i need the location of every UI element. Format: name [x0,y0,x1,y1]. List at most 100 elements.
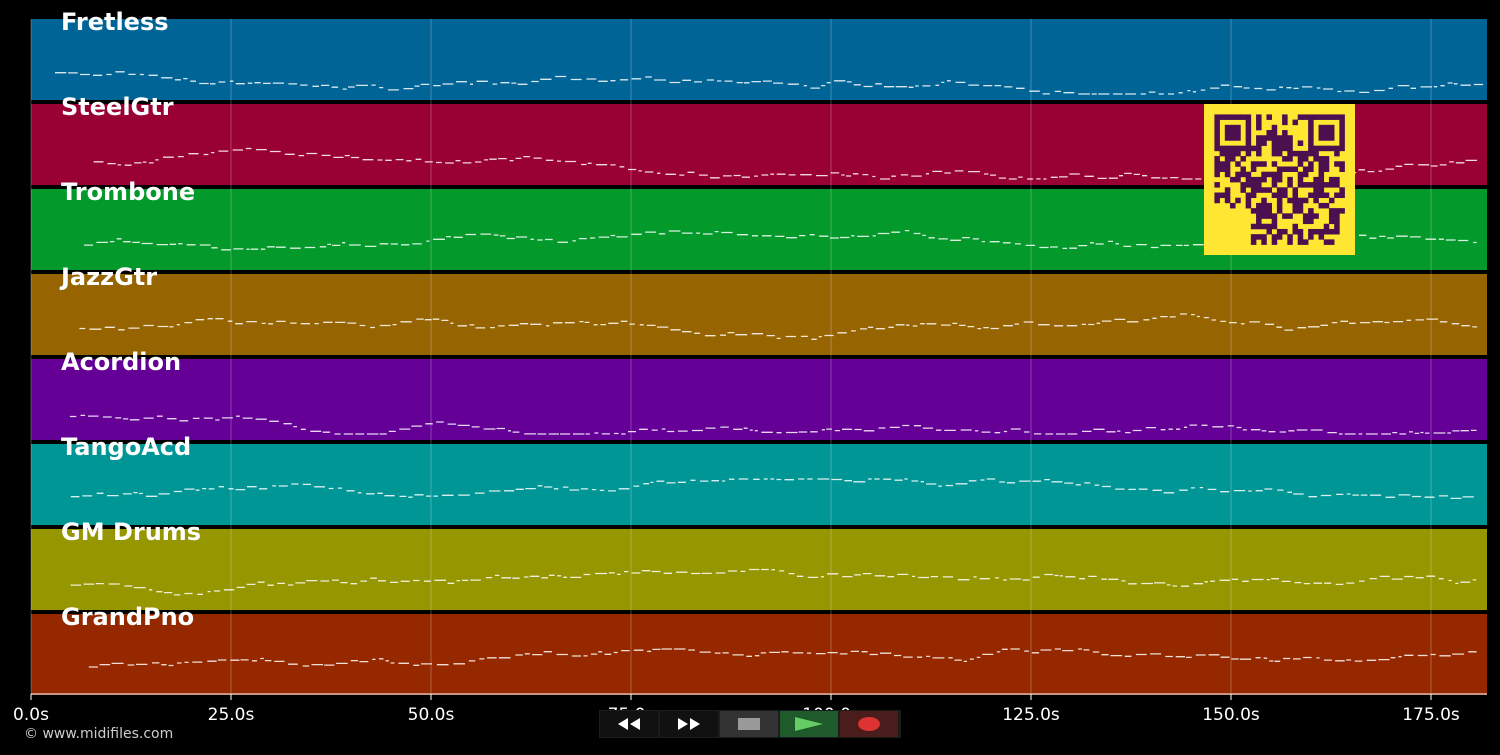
qr-module [1224,166,1231,172]
qr-module [1282,135,1288,141]
qr-module [1276,192,1283,199]
qr-module [1287,135,1293,141]
forward-button[interactable] [660,711,718,737]
qr-module [1282,130,1288,136]
qr-module [1302,166,1309,172]
qr-module [1282,213,1288,219]
qr-module [1256,208,1262,214]
x-tick-label: 125.0s [1002,705,1060,725]
qr-module [1287,182,1293,188]
qr-module [1261,140,1267,146]
stop-button[interactable] [720,711,778,737]
stop-icon [738,718,760,730]
qr-module [1261,213,1267,219]
note-pattern [55,71,1484,95]
qr-module [1235,124,1241,131]
qr-module [1219,166,1226,172]
qr-module [1297,197,1304,204]
qr-module [1256,135,1262,141]
record-button[interactable] [840,711,898,737]
qr-module [1334,176,1340,183]
track-lane [31,19,1487,100]
qr-module [1308,218,1314,225]
qr-module [1339,192,1345,199]
qr-module [1261,197,1267,204]
qr-module [1292,223,1299,230]
qr-module [1250,208,1257,214]
qr-module [1313,182,1319,188]
qr-module [1256,145,1262,152]
qr-module [1271,140,1278,146]
qr-module [1334,161,1340,167]
qr-module [1230,145,1236,152]
qr-module [1214,182,1220,188]
qr-module [1292,119,1299,126]
qr-module [1318,135,1325,141]
qr-module [1292,208,1299,214]
qr-module [1318,202,1325,209]
qr-module [1214,135,1220,141]
qr-module [1339,161,1345,167]
qr-module [1308,234,1314,240]
qr-module [1287,166,1293,172]
forward-icon [678,718,700,730]
qr-module [1313,187,1319,193]
qr-module [1308,135,1314,141]
record-icon [858,717,880,731]
qr-module [1297,202,1304,209]
qr-module [1261,234,1267,240]
qr-module [1261,187,1267,193]
qr-module [1323,182,1330,188]
play-button[interactable] [780,711,838,737]
x-tick-label: 175.0s [1402,705,1460,725]
qr-module [1214,156,1220,162]
qr-module [1308,161,1314,167]
qr-module [1308,166,1314,172]
track-name: Fretless [61,8,169,36]
qr-module [1292,197,1299,204]
qr-module [1245,192,1252,199]
qr-module [1214,166,1220,172]
qr-module [1271,124,1278,131]
qr-module [1271,223,1278,230]
qr-module [1323,124,1330,131]
qr-module [1308,213,1314,219]
qr-module [1323,202,1330,209]
qr-module [1271,150,1278,157]
qr-module [1334,213,1340,219]
qr-module [1323,156,1330,162]
qr-module [1339,119,1345,126]
qr-module [1282,119,1288,126]
rewind-button[interactable] [600,711,658,737]
qr-module [1339,140,1345,146]
qr-module [1308,192,1314,199]
qr-module [1323,135,1330,141]
qr-module [1318,234,1325,240]
qr-module [1261,239,1267,245]
qr-module [1214,114,1220,120]
qr-module [1250,145,1257,152]
qr-module [1256,114,1262,120]
qr-module [1334,223,1340,230]
qr-module [1323,161,1330,167]
qr-module [1334,114,1340,120]
qr-module [1256,161,1262,167]
qr-module [1214,161,1220,167]
qr-module [1323,130,1330,136]
qr-module [1339,187,1345,193]
qr-module [1224,156,1231,162]
qr-module [1302,114,1309,120]
qr-module [1276,176,1283,183]
qr-module [1339,166,1345,172]
qr-module [1235,135,1241,141]
qr-module [1271,192,1278,199]
note-pattern [88,648,1477,668]
qr-module [1334,192,1340,199]
qr-module [1235,150,1241,157]
qr-module [1266,114,1272,120]
qr-module [1214,171,1220,178]
qr-module [1323,223,1330,230]
qr-module [1256,218,1262,225]
qr-module [1235,176,1241,183]
x-tick-label: 50.0s [408,705,455,725]
